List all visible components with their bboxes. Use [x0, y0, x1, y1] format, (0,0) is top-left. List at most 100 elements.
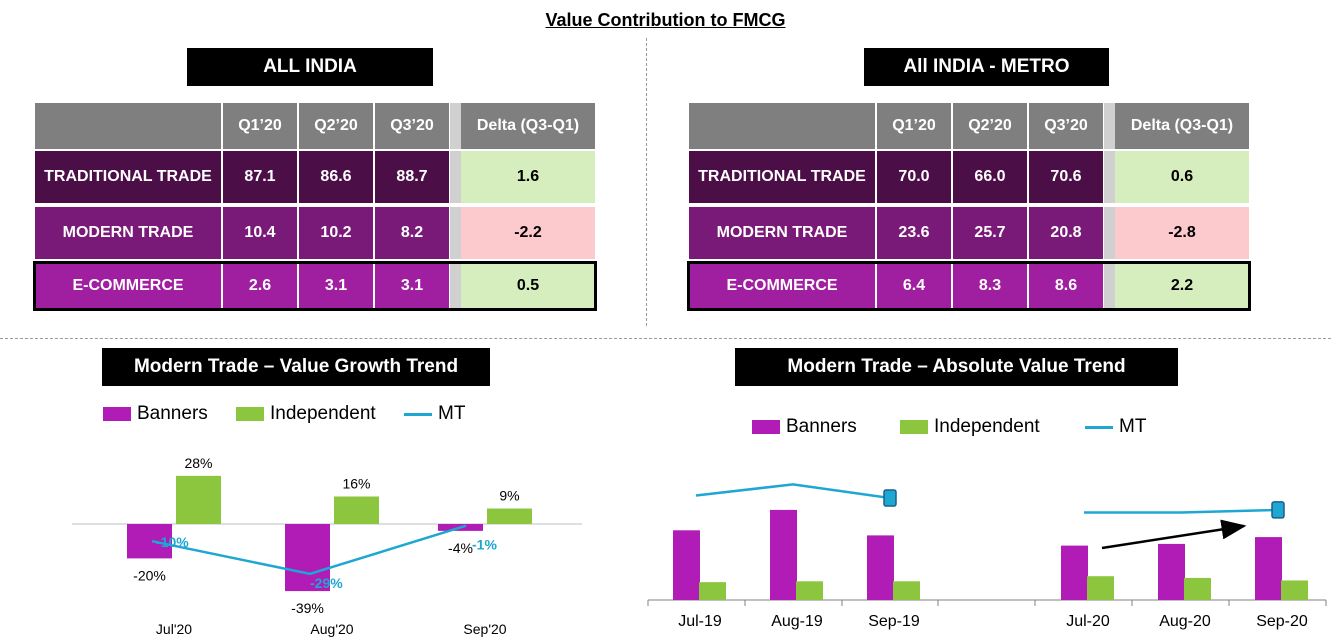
bar-banners — [673, 530, 700, 600]
legend-swatch-independent — [236, 407, 264, 421]
ecommerce-highlight-box — [687, 261, 1251, 311]
legend2-banners: Banners — [752, 416, 857, 438]
data-label-independent: 9% — [499, 488, 519, 504]
data-label-mt: -1% — [472, 537, 497, 553]
table-cell: 8.2 — [375, 207, 449, 259]
data-label-mt: -29% — [310, 575, 343, 591]
table-cell: 20.8 — [1029, 207, 1103, 259]
trend-arrow — [1101, 519, 1247, 550]
bar-independent — [796, 581, 823, 600]
table-cell: 3.1 — [299, 263, 373, 309]
bar-banners — [770, 509, 797, 600]
legend2-swatch-independent — [900, 420, 928, 434]
legend-line-mt — [404, 412, 432, 416]
table-cell: 23.6 — [877, 207, 951, 259]
bar-independent — [1281, 580, 1308, 600]
table-row-label: TRADITIONAL TRADE — [35, 151, 221, 203]
table-header-blank — [689, 103, 875, 149]
legend-mt: MT — [404, 403, 465, 425]
table-header-delta: Delta (Q3-Q1) — [461, 103, 595, 149]
ecommerce-highlight-box — [33, 261, 597, 311]
x-tick-label: Aug'20 — [310, 621, 353, 637]
growth-trend-chart: -20% 28% Jul'20 -39% 16% Aug'20 -4% 9% Sep'20 -10… — [72, 455, 582, 637]
bar-independent — [334, 496, 379, 524]
absolute-trend-chart: Jul-19 Aug-19 Sep-19 Jul-20 Aug-20 Sep-20 — [647, 483, 1327, 630]
legend2-swatch-banners — [752, 420, 780, 434]
vertical-divider — [646, 38, 647, 326]
x-tick-label: Sep-20 — [1256, 613, 1308, 630]
mt-line-end-marker — [1271, 501, 1285, 519]
chart-title-absolute: Modern Trade – Absolute Value Trend — [735, 348, 1178, 386]
table-separator — [450, 103, 461, 149]
table-separator — [1104, 263, 1115, 309]
x-tick-label: Aug-20 — [1159, 613, 1211, 630]
table-row-label: E-COMMERCE — [35, 263, 221, 309]
table-cell: 6.4 — [877, 263, 951, 309]
x-tick-label: Jul-20 — [1066, 613, 1110, 630]
table-cell: 10.2 — [299, 207, 373, 259]
x-tick-label: Sep'20 — [463, 621, 506, 637]
table-cell: 86.6 — [299, 151, 373, 203]
table-header-q1: Q1’20 — [877, 103, 951, 149]
table-delta-cell: 1.6 — [461, 151, 595, 203]
table-header-q2: Q2’20 — [299, 103, 373, 149]
table-row-label: MODERN TRADE — [35, 207, 221, 259]
bar-banners — [1255, 537, 1282, 600]
table-row-label: E-COMMERCE — [689, 263, 875, 309]
bar-independent — [893, 581, 920, 600]
x-tick-label: Jul'20 — [156, 621, 192, 637]
table-delta-cell: 0.6 — [1115, 151, 1249, 203]
table-cell: 3.1 — [375, 263, 449, 309]
bar-independent — [1184, 577, 1211, 600]
data-label-banners: -39% — [291, 600, 324, 616]
bar-banners — [867, 535, 894, 600]
table-delta-cell: -2.8 — [1115, 207, 1249, 259]
mt-series-line — [1084, 508, 1279, 514]
page-title: Value Contribution to FMCG — [545, 10, 786, 30]
table-cell: 88.7 — [375, 151, 449, 203]
table-delta-cell: -2.2 — [461, 207, 595, 259]
data-label-banners: -4% — [448, 540, 473, 556]
table-cell: 70.0 — [877, 151, 951, 203]
legend2-line-mt — [1085, 425, 1113, 429]
mt-series-line — [695, 483, 891, 500]
table-separator — [450, 207, 461, 259]
table-delta-cell: 0.5 — [461, 263, 595, 309]
table-header-q3: Q3’20 — [1029, 103, 1103, 149]
legend-label-mt: MT — [438, 403, 466, 424]
legend-label-independent: Independent — [270, 403, 376, 424]
table-row-label: MODERN TRADE — [689, 207, 875, 259]
legend-swatch-banners — [103, 407, 131, 421]
bar-banners — [285, 524, 330, 592]
table-separator — [450, 263, 461, 309]
table-separator — [1104, 103, 1115, 149]
table-cell: 66.0 — [953, 151, 1027, 203]
x-tick-label: Jul-19 — [678, 613, 722, 630]
legend2-mt: MT — [1085, 416, 1146, 438]
table-cell: 70.6 — [1029, 151, 1103, 203]
bar-independent — [176, 475, 221, 524]
bar-independent — [1087, 576, 1114, 600]
table-header-q3: Q3’20 — [375, 103, 449, 149]
table-cell: 2.6 — [223, 263, 297, 309]
table-header-delta: Delta (Q3-Q1) — [1115, 103, 1249, 149]
data-label-banners: -20% — [133, 567, 166, 583]
x-tick-label: Aug-19 — [771, 613, 823, 630]
bar-banners — [1061, 545, 1088, 600]
legend-label-banners: Banners — [137, 403, 208, 424]
x-tick-label: Sep-19 — [868, 613, 920, 630]
data-label-independent: 28% — [184, 455, 212, 471]
table-separator — [1104, 207, 1115, 259]
table-row-label: TRADITIONAL TRADE — [689, 151, 875, 203]
legend-banners: Banners — [103, 403, 208, 425]
table-separator — [450, 151, 461, 203]
table-cell: 10.4 — [223, 207, 297, 259]
data-label-independent: 16% — [342, 475, 370, 491]
horizontal-divider — [0, 338, 1331, 339]
legend2-label-independent: Independent — [934, 416, 1040, 437]
legend2-independent: Independent — [900, 416, 1040, 438]
legend2-label-banners: Banners — [786, 416, 857, 437]
table-title-metro: All INDIA - METRO — [864, 48, 1109, 86]
table-cell: 25.7 — [953, 207, 1027, 259]
chart-title-growth: Modern Trade – Value Growth Trend — [102, 348, 490, 386]
